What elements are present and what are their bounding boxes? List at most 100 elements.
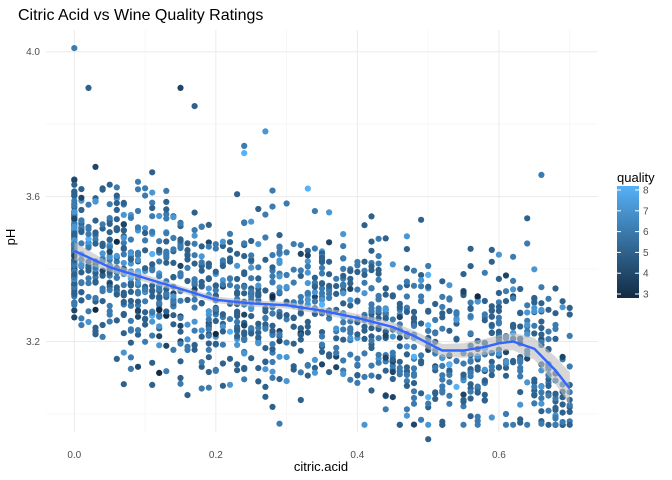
data-point	[269, 327, 276, 334]
data-point	[255, 241, 262, 248]
data-point	[418, 298, 425, 305]
data-point	[219, 242, 226, 250]
data-point	[340, 300, 347, 307]
data-point	[418, 352, 425, 359]
data-point	[163, 308, 170, 315]
data-point	[517, 419, 524, 426]
data-point	[488, 246, 495, 253]
data-point	[276, 284, 283, 291]
legend-ticks: 3 4 5 6 7 8	[617, 186, 649, 301]
data-point	[382, 305, 389, 312]
data-point	[120, 239, 127, 247]
data-point	[276, 353, 283, 360]
data-point	[418, 277, 425, 284]
data-point	[191, 260, 198, 267]
data-point	[78, 206, 85, 214]
data-point	[545, 421, 552, 428]
data-point	[255, 334, 262, 341]
data-point	[134, 186, 142, 193]
data-point	[177, 237, 184, 244]
data-point	[120, 381, 127, 388]
data-point	[304, 296, 311, 303]
data-point	[241, 283, 248, 291]
data-point	[517, 285, 524, 293]
data-point	[410, 322, 418, 329]
data-point	[552, 310, 559, 317]
data-point	[269, 293, 276, 301]
y-tick-label: 3.6	[26, 192, 40, 203]
data-point	[382, 406, 389, 413]
data-point	[262, 366, 269, 373]
data-point	[467, 263, 474, 270]
data-point	[304, 372, 311, 379]
data-point	[241, 240, 248, 247]
data-point	[361, 350, 368, 357]
data-point	[432, 395, 439, 402]
data-point	[78, 228, 85, 235]
data-point	[389, 394, 396, 401]
data-point	[375, 276, 382, 283]
data-point	[269, 310, 276, 317]
legend-tick-label: 7	[643, 206, 649, 217]
data-point	[177, 262, 184, 269]
data-point	[361, 327, 368, 334]
data-point	[71, 202, 78, 209]
data-point	[255, 365, 262, 372]
data-point	[92, 306, 99, 313]
data-point	[170, 259, 177, 266]
data-point	[531, 322, 538, 329]
data-point	[78, 322, 85, 329]
data-point	[326, 209, 333, 216]
data-point	[467, 358, 474, 365]
data-point	[113, 225, 120, 232]
data-point	[134, 307, 142, 314]
data-point	[368, 247, 375, 254]
data-point	[219, 262, 226, 270]
data-point	[205, 346, 212, 353]
data-point	[71, 307, 78, 314]
data-point	[156, 286, 163, 293]
data-point	[439, 372, 446, 379]
data-point	[509, 421, 517, 428]
data-point	[191, 103, 198, 110]
data-point	[453, 383, 460, 390]
data-point	[276, 273, 283, 280]
data-point	[297, 272, 304, 279]
data-point	[226, 239, 234, 246]
data-point	[382, 392, 389, 399]
data-point	[531, 330, 538, 337]
data-point	[113, 216, 120, 223]
data-point	[248, 355, 255, 362]
data-point	[538, 284, 545, 291]
data-point	[71, 177, 78, 184]
data-point	[262, 358, 269, 366]
data-point	[375, 373, 382, 380]
y-tick-label: 3.2	[26, 337, 40, 348]
data-point	[403, 371, 410, 378]
data-point	[134, 256, 142, 263]
data-point	[439, 278, 446, 285]
data-point	[488, 372, 495, 379]
data-point	[467, 313, 474, 320]
data-point	[410, 343, 418, 350]
data-point	[340, 265, 347, 272]
data-point	[566, 363, 573, 370]
data-point	[92, 331, 99, 338]
data-point	[283, 354, 290, 361]
data-point	[212, 317, 219, 325]
data-point	[460, 396, 467, 404]
data-point	[156, 212, 163, 220]
data-point	[269, 203, 276, 210]
data-point	[78, 240, 85, 247]
data-point	[326, 258, 333, 265]
data-point	[99, 333, 106, 340]
data-point	[495, 328, 502, 335]
data-point	[318, 361, 326, 368]
data-point	[368, 325, 375, 332]
data-point	[538, 389, 545, 396]
data-point	[517, 401, 524, 408]
data-point	[559, 418, 566, 426]
data-point	[198, 259, 205, 266]
data-point	[127, 256, 134, 263]
data-point	[106, 318, 113, 325]
